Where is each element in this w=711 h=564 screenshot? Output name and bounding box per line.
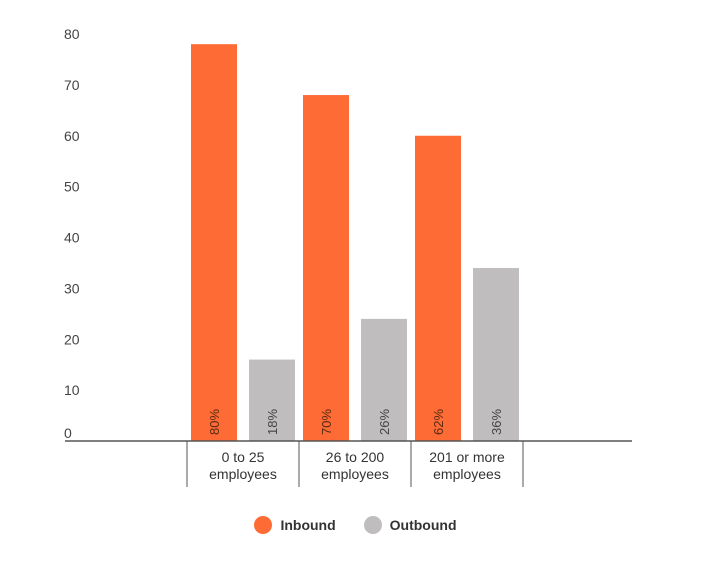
legend-item-outbound[interactable]: Outbound xyxy=(363,516,457,534)
data-label: 62% xyxy=(431,409,446,435)
y-tick-label: 10 xyxy=(64,382,80,398)
data-label: 26% xyxy=(377,409,392,435)
y-tick-label: 30 xyxy=(64,280,80,296)
bar-outbound[interactable] xyxy=(473,268,519,441)
category-dividers xyxy=(186,441,524,487)
data-label: 18% xyxy=(265,409,280,435)
bar-outbound[interactable] xyxy=(249,359,295,441)
data-label: 36% xyxy=(489,409,504,435)
legend-label-inbound: Inbound xyxy=(280,517,336,533)
category-label: 26 to 200 employees xyxy=(321,449,389,482)
bars-group xyxy=(191,44,519,442)
legend: Inbound Outbound xyxy=(0,516,711,534)
bar-inbound[interactable] xyxy=(303,95,349,442)
data-labels-group: 80% 70% 62% 18% 26% 36% xyxy=(207,409,504,435)
data-label: 80% xyxy=(207,409,222,435)
category-label: 0 to 25 employees xyxy=(209,449,277,482)
legend-label-outbound: Outbound xyxy=(389,517,457,533)
y-tick-label: 0 xyxy=(64,425,72,441)
y-tick-label: 60 xyxy=(64,128,80,144)
y-tick-label: 20 xyxy=(64,331,80,347)
y-tick-label: 40 xyxy=(64,230,80,246)
bar-inbound[interactable] xyxy=(415,135,461,441)
y-tick-label: 80 xyxy=(64,26,80,42)
y-tick-label: 50 xyxy=(64,179,80,195)
bar-inbound[interactable] xyxy=(191,44,237,442)
category-label: 201 or more employees xyxy=(429,449,505,482)
category-labels-group: 0 to 25 employees 26 to 200 employees 201 or… xyxy=(209,449,505,482)
y-tick-label: 70 xyxy=(64,77,80,93)
y-axis-ticks: 0 10 20 30 40 50 60 70 80 xyxy=(64,26,80,441)
legend-swatch-inbound xyxy=(254,516,273,534)
bar-outbound[interactable] xyxy=(361,318,407,441)
data-label: 70% xyxy=(319,409,334,435)
legend-item-inbound[interactable]: Inbound xyxy=(254,516,336,534)
legend-swatch-outbound xyxy=(363,516,382,534)
